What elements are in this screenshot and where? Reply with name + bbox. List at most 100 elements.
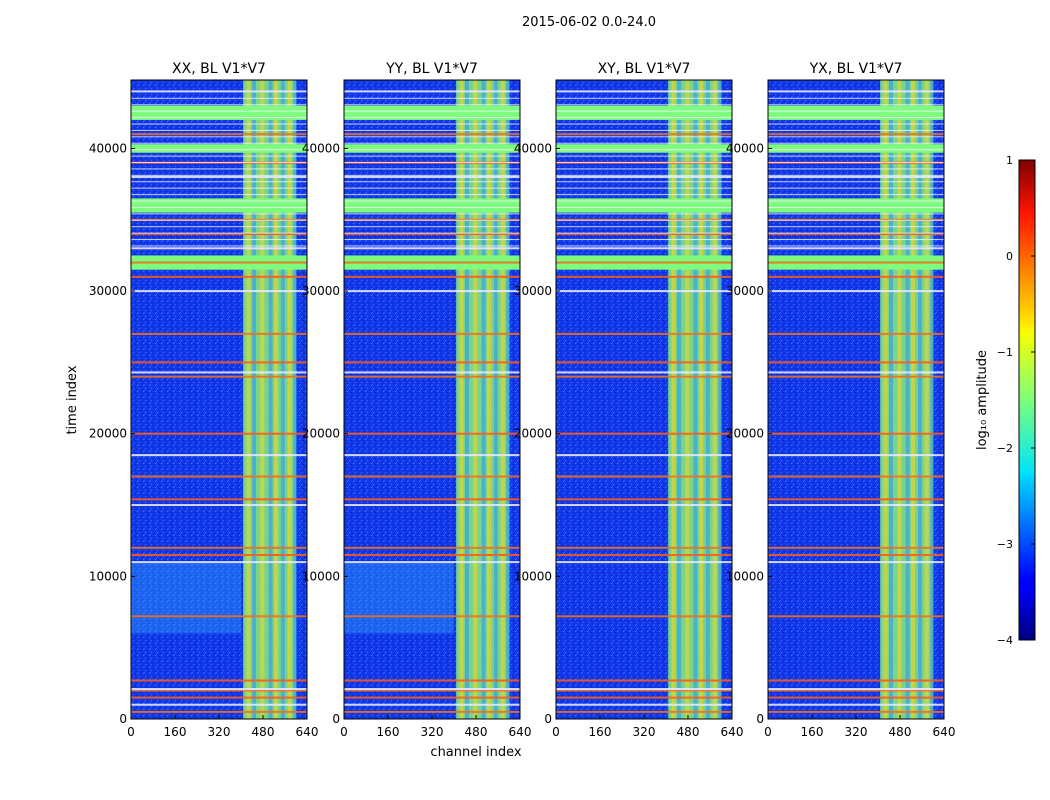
x-tick-label: 640 bbox=[721, 725, 744, 739]
flagged-time-row bbox=[556, 546, 732, 549]
panel-3: XY, BL V1*V7 0 160 320 480 640 0 10000 20000 3000… bbox=[514, 61, 744, 739]
flagged-time-row bbox=[344, 361, 520, 364]
flagged-time-row bbox=[131, 546, 307, 549]
colorbar-tick-label: 0 bbox=[1006, 250, 1013, 263]
flagged-time-row bbox=[768, 553, 944, 556]
flagged-time-line bbox=[768, 200, 944, 202]
y-tick-label: 20000 bbox=[514, 427, 552, 441]
flagged-time-row bbox=[131, 696, 307, 699]
rfi-channel-stripe bbox=[699, 80, 703, 719]
flagged-time-row bbox=[344, 261, 520, 264]
panel-title: XY, BL V1*V7 bbox=[598, 61, 691, 77]
saturated-time-block bbox=[556, 198, 732, 213]
rfi-channel-stripe bbox=[287, 80, 292, 719]
rfi-channel-stripe bbox=[293, 80, 298, 719]
flagged-time-line bbox=[556, 239, 732, 241]
flagged-time-line bbox=[131, 181, 307, 183]
rfi-channel-stripe bbox=[930, 80, 935, 719]
flagged-time-row bbox=[556, 703, 732, 706]
flagged-time-row bbox=[556, 454, 732, 457]
flagged-time-row bbox=[344, 546, 520, 549]
flagged-time-line bbox=[131, 187, 307, 189]
saturated-time-block bbox=[344, 198, 520, 213]
flagged-time-row bbox=[768, 475, 944, 478]
flagged-time-line bbox=[768, 226, 944, 228]
flagged-time-row bbox=[344, 475, 520, 478]
flagged-time-row bbox=[768, 561, 944, 564]
flagged-time-row bbox=[556, 361, 732, 364]
flagged-time-row bbox=[344, 290, 520, 293]
y-tick-label: 0 bbox=[756, 712, 764, 726]
flagged-time-line bbox=[556, 149, 732, 151]
flagged-time-row bbox=[344, 504, 520, 507]
flagged-time-row bbox=[131, 689, 307, 692]
panel-4: YX, BL V1*V7 0 160 320 480 640 0 10000 20000 3000… bbox=[726, 61, 956, 739]
flagged-time-line bbox=[556, 206, 732, 208]
rfi-channel-stripe bbox=[705, 80, 710, 719]
rfi-channel-stripe bbox=[493, 80, 498, 719]
flagged-time-line bbox=[556, 232, 732, 234]
flagged-time-row bbox=[768, 275, 944, 278]
flagged-time-line bbox=[556, 129, 732, 131]
flagged-time-line bbox=[556, 104, 732, 106]
panel-title: YY, BL V1*V7 bbox=[385, 61, 478, 77]
saturated-time-block bbox=[556, 144, 732, 153]
flagged-time-line bbox=[768, 142, 944, 144]
flagged-time-line bbox=[344, 117, 520, 119]
x-tick-label: 160 bbox=[377, 725, 400, 739]
flagged-time-line bbox=[556, 181, 732, 183]
flagged-time-line bbox=[768, 155, 944, 157]
colorbar-tick-label: 1 bbox=[1006, 154, 1013, 167]
flagged-time-line bbox=[768, 239, 944, 241]
flagged-time-line bbox=[556, 226, 732, 228]
flagged-time-row bbox=[131, 561, 307, 564]
flagged-time-row bbox=[768, 615, 944, 618]
saturated-time-block bbox=[131, 144, 307, 153]
flagged-time-row bbox=[131, 475, 307, 478]
colorbar-label: log₁₀ amplitude bbox=[975, 350, 990, 450]
flagged-time-row bbox=[556, 371, 732, 374]
flagged-time-row bbox=[556, 175, 732, 178]
x-tick-label: 160 bbox=[589, 725, 612, 739]
flagged-time-line bbox=[556, 142, 732, 144]
flagged-time-row bbox=[556, 332, 732, 335]
flagged-time-line bbox=[344, 187, 520, 189]
flagged-time-row bbox=[344, 688, 520, 691]
saturated-time-block bbox=[768, 105, 944, 120]
flagged-time-line bbox=[768, 97, 944, 99]
flagged-time-row bbox=[344, 275, 520, 278]
flagged-time-row bbox=[344, 710, 520, 713]
flagged-time-row bbox=[344, 432, 520, 435]
flagged-time-row bbox=[556, 290, 732, 293]
x-tick-label: 480 bbox=[889, 725, 912, 739]
flagged-time-row bbox=[768, 454, 944, 457]
flagged-time-row bbox=[768, 703, 944, 706]
flagged-time-line bbox=[556, 194, 732, 196]
flagged-time-row bbox=[556, 615, 732, 618]
flagged-time-row bbox=[131, 332, 307, 335]
flagged-time-row bbox=[556, 375, 732, 378]
x-axis-label: channel index bbox=[430, 745, 521, 760]
rfi-channel-stripe bbox=[685, 80, 690, 719]
flagged-time-line bbox=[556, 110, 732, 112]
flagged-time-row bbox=[768, 432, 944, 435]
rfi-channel-stripe bbox=[260, 80, 265, 719]
flagged-time-line bbox=[131, 149, 307, 151]
flagged-time-line bbox=[556, 117, 732, 119]
y-tick-label: 40000 bbox=[302, 141, 340, 155]
saturated-time-block bbox=[344, 105, 520, 120]
flagged-time-row bbox=[344, 498, 520, 501]
flagged-time-row bbox=[131, 679, 307, 682]
flagged-time-line bbox=[768, 232, 944, 234]
colorbar-tick-label: −1 bbox=[997, 346, 1013, 359]
flagged-time-line bbox=[556, 155, 732, 157]
flagged-time-line bbox=[768, 219, 944, 221]
colorbar-gradient bbox=[1018, 159, 1036, 641]
colorbar-ticks: −4 −3 −2 −1 0 1 bbox=[997, 154, 1035, 647]
panel-1: XX, BL V1*V7 0 160 320 480 640 0 10000 20000 3000… bbox=[89, 61, 319, 739]
flagged-time-line bbox=[344, 149, 520, 151]
flagged-time-line bbox=[344, 155, 520, 157]
saturated-time-block bbox=[131, 105, 307, 120]
rfi-channel-stripe bbox=[671, 80, 676, 719]
flagged-time-line bbox=[131, 232, 307, 234]
